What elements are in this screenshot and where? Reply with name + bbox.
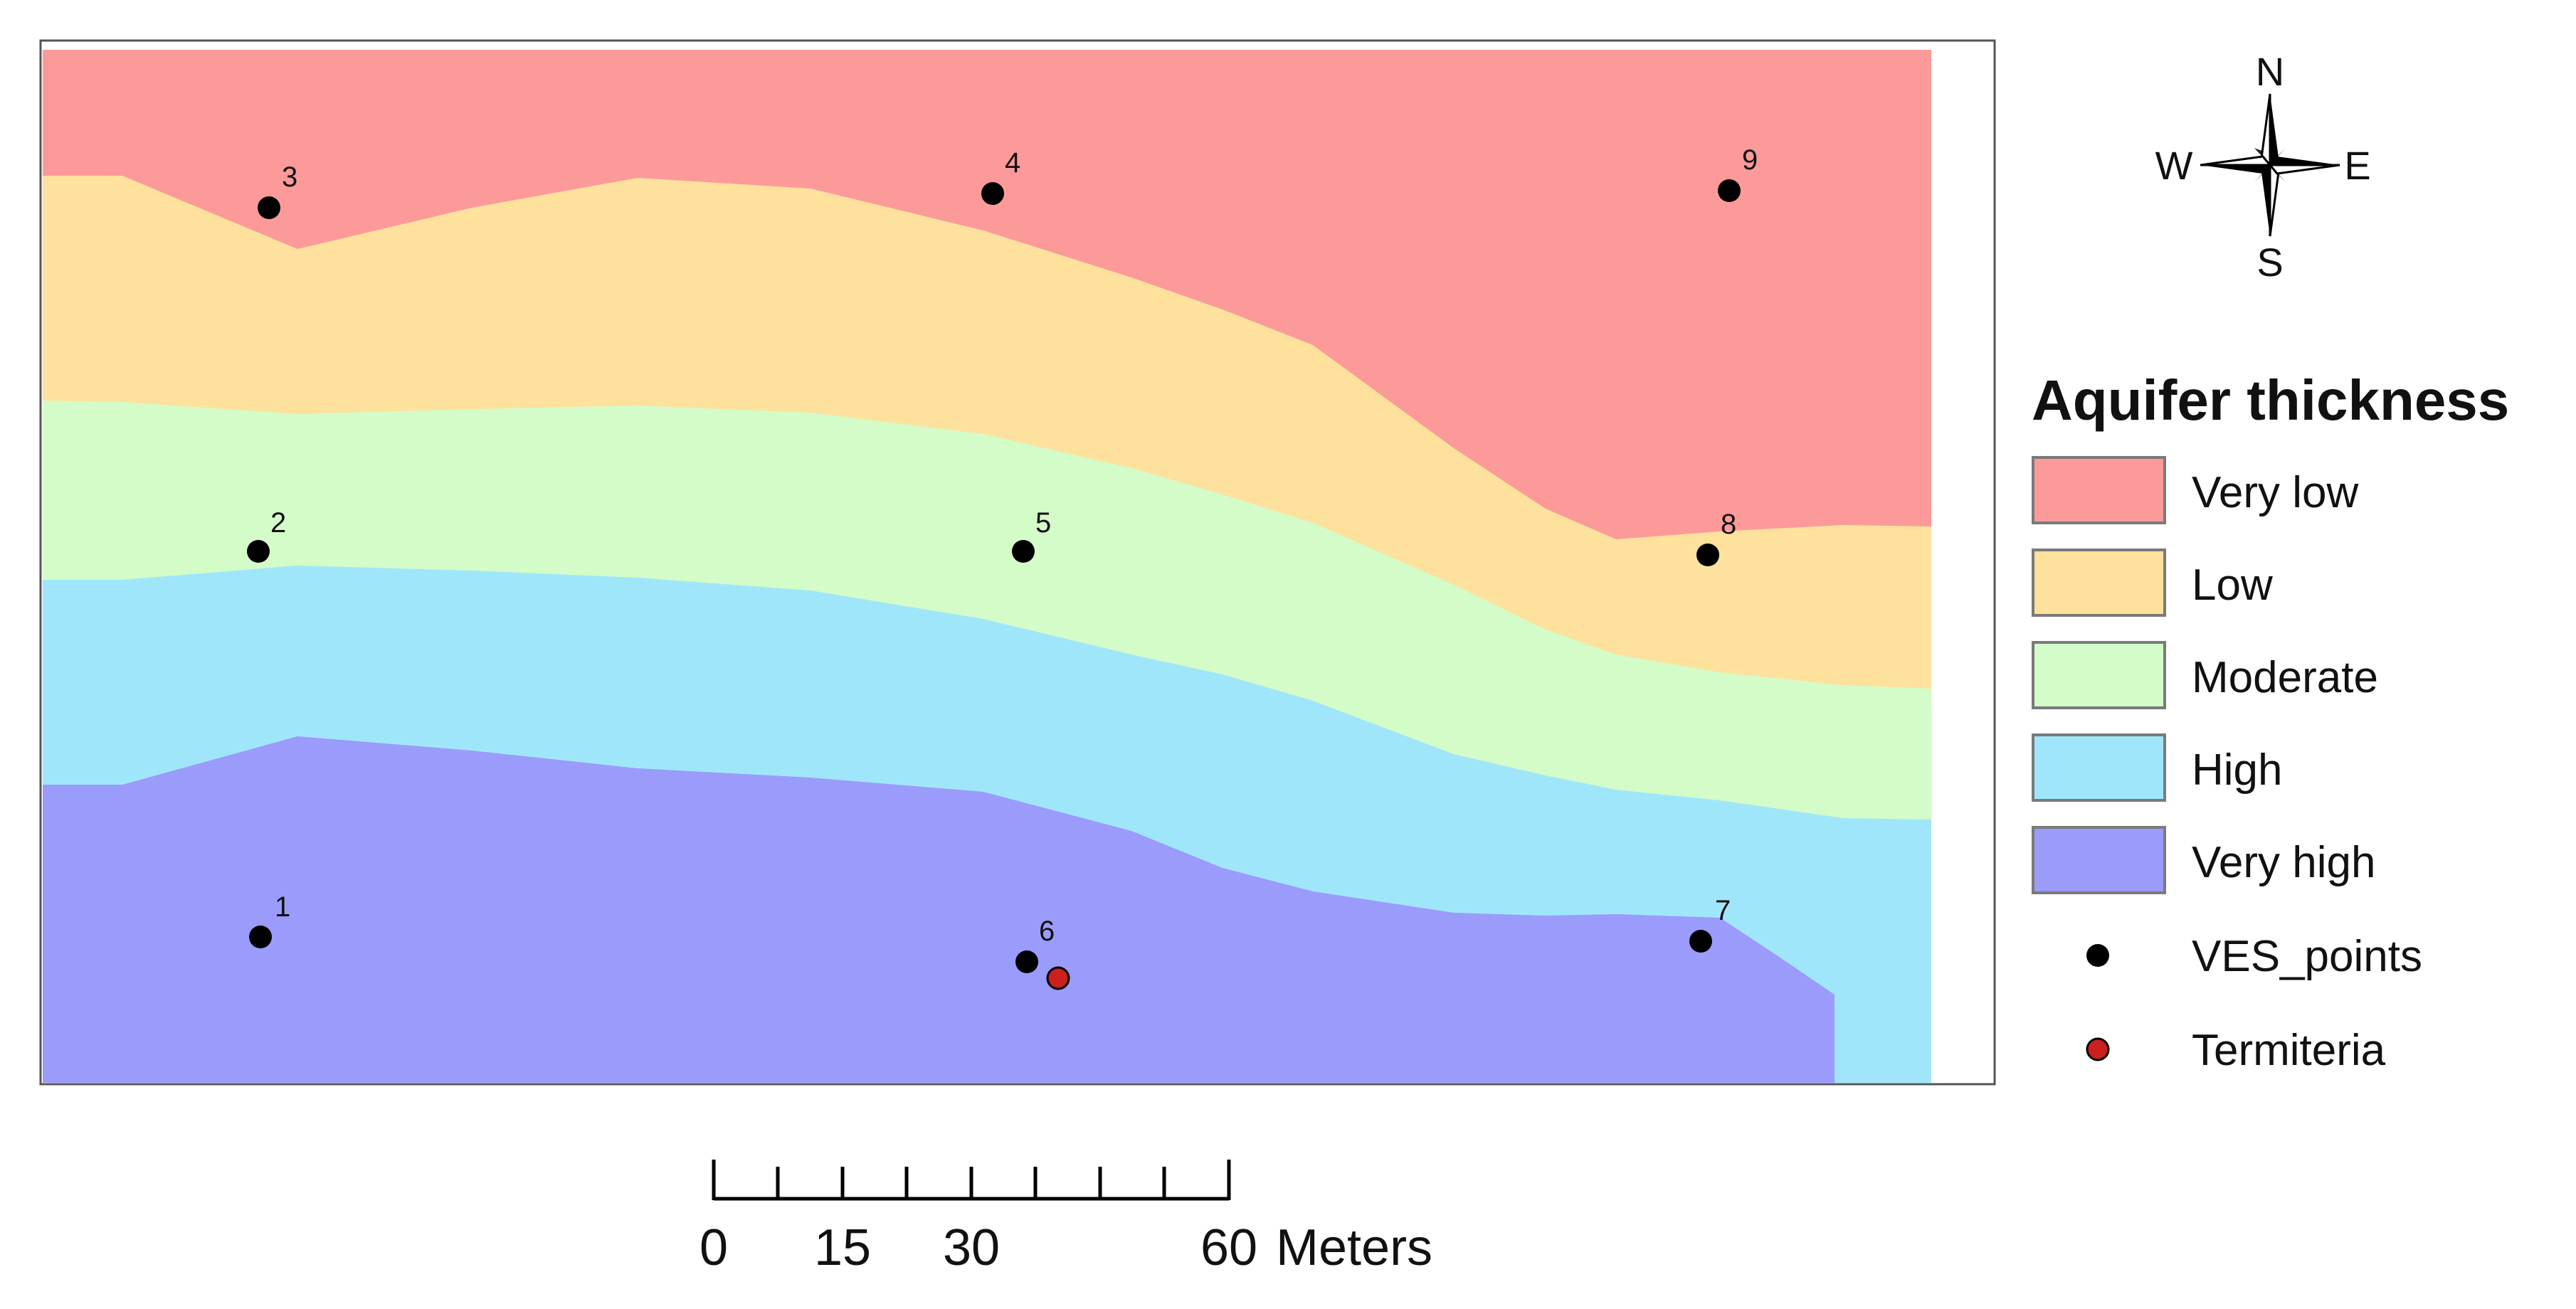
legend-swatch: [2032, 548, 2166, 617]
ves-label: 6: [1039, 916, 1055, 947]
ves-point-2: 2: [247, 507, 286, 563]
compass-north-label: N: [2256, 49, 2284, 94]
scale-label-30: 30: [943, 1219, 1000, 1276]
compass-south-label: S: [2256, 240, 2283, 285]
ves-label: 4: [1005, 147, 1020, 179]
legend-label: VES_points: [2192, 932, 2422, 981]
legend-label: Low: [2192, 561, 2273, 610]
ves-label: 8: [1721, 509, 1736, 540]
ves-marker: [247, 540, 270, 563]
scale-bar: 0 15 30 60 Meters: [700, 1160, 1432, 1276]
ves-point-5: 5: [1012, 507, 1051, 563]
legend-label: Very low: [2192, 468, 2359, 517]
ves-point-1: 1: [249, 891, 290, 948]
legend-item-low: Low: [2032, 548, 2273, 617]
ves-point-7: 7: [1689, 895, 1731, 953]
legend-item-very-low: Very low: [2032, 456, 2359, 524]
scale-label-15: 15: [814, 1219, 871, 1276]
ves-point-4: 4: [981, 147, 1020, 205]
ves-marker: [981, 182, 1004, 205]
legend-item-very-high: Very high: [2032, 826, 2376, 894]
ves-label: 3: [282, 161, 297, 193]
ves-marker: [1696, 544, 1719, 566]
ves-points: 1 2 3 4 5 6 7: [247, 144, 1758, 973]
legend-termiteria-marker: [2086, 1037, 2110, 1061]
compass-west-label: W: [2155, 143, 2193, 188]
ves-marker: [258, 196, 280, 219]
ves-label: 7: [1715, 895, 1731, 926]
ves-marker: [249, 926, 272, 948]
ves-label: 5: [1035, 507, 1051, 539]
ves-label: 1: [275, 891, 290, 923]
ves-marker: [1689, 930, 1712, 953]
legend-swatch: [2032, 733, 2166, 802]
ves-marker: [1015, 950, 1038, 973]
legend-item-moderate: Moderate: [2032, 641, 2378, 709]
ves-label: 9: [1742, 144, 1758, 176]
ves-point-6: 6: [1015, 916, 1055, 973]
ves-marker: [1718, 179, 1741, 202]
ves-marker: [1012, 540, 1035, 563]
legend: Aquifer thickness Very low Low Moderate …: [2032, 369, 2509, 1075]
compass-east-label: E: [2344, 143, 2370, 188]
legend-label: Very high: [2192, 838, 2376, 887]
compass-rose-icon: [2200, 93, 2340, 237]
ves-point-3: 3: [258, 161, 297, 219]
scale-label-0: 0: [700, 1219, 728, 1276]
scale-bar-line: [712, 1160, 1231, 1201]
legend-item-high: High: [2032, 733, 2283, 802]
zone-very-high: [43, 736, 1835, 1083]
ves-point-8: 8: [1696, 509, 1736, 566]
legend-label: Moderate: [2192, 653, 2378, 702]
legend-item-ves-points: VES_points: [2086, 932, 2422, 981]
ves-label: 2: [270, 507, 286, 539]
ves-point-9: 9: [1718, 144, 1758, 202]
legend-label: High: [2192, 746, 2283, 795]
map-panel: 1 2 3 4 5 6 7: [39, 39, 1996, 1086]
legend-swatch: [2032, 456, 2166, 524]
termiteria-marker: [1046, 966, 1070, 990]
compass: N S W E: [2155, 49, 2371, 285]
legend-swatch: [2032, 641, 2166, 709]
legend-item-termiteria: Termiteria: [2086, 1026, 2386, 1075]
legend-swatch: [2032, 826, 2166, 894]
legend-ves-marker: [2086, 944, 2109, 967]
scale-label-60: 60: [1200, 1219, 1257, 1276]
scale-unit-label: Meters: [1276, 1219, 1432, 1276]
legend-title: Aquifer thickness: [2032, 369, 2509, 432]
legend-label: Termiteria: [2192, 1026, 2386, 1075]
